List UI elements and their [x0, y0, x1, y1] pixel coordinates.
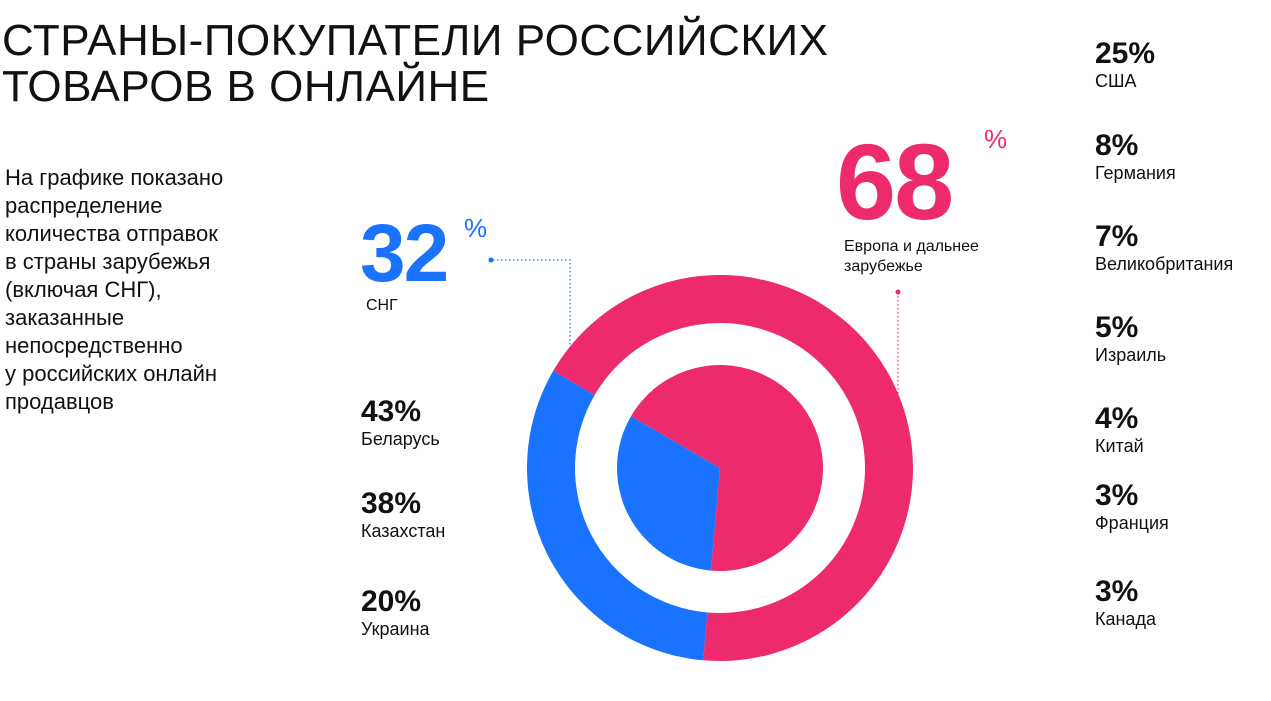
cis-share-value: 32 [360, 208, 449, 299]
far-country-value: 25% [1095, 37, 1156, 70]
far-country-value: 8% [1095, 129, 1139, 162]
far-country-value: 4% [1095, 402, 1139, 435]
far-country-name: Великобритания [1095, 254, 1234, 274]
far-country-stat: 4% Китай [1095, 403, 1144, 457]
far-share-label-line: зарубежье [844, 258, 923, 275]
far-country-stat: 5% Израиль [1095, 312, 1166, 366]
far-share-label-line: Европа и дальнее [844, 238, 979, 255]
far-pie-slice [630, 365, 823, 571]
description-line: продавцов [5, 389, 114, 414]
description-line: непосредственно [5, 333, 183, 358]
cis-country-value: 38% [361, 487, 422, 520]
description-line: (включая СНГ), [5, 277, 162, 302]
far-country-name: Франция [1095, 513, 1169, 533]
far-country-name: Канада [1095, 609, 1156, 629]
cis-share-label: СНГ [366, 297, 398, 314]
far-share: 68 % [836, 126, 1007, 236]
description-line: у российских онлайн [5, 361, 218, 386]
far-country-value: 7% [1095, 220, 1139, 253]
cis-share-unit: % [464, 213, 488, 243]
cis-country-value: 20% [361, 585, 422, 618]
title-line-1: СТРАНЫ-ПОКУПАТЕЛИ РОССИЙСКИХ [2, 16, 829, 65]
far-leader-dot [895, 289, 901, 295]
cis-country-stat: 38% Казахстан [361, 488, 445, 542]
cis-country-stat: 43% Беларусь [361, 396, 440, 450]
far-country-name: Китай [1095, 436, 1144, 456]
cis-leader-line [493, 259, 571, 350]
far-country-stat: 3% Франция [1095, 480, 1169, 534]
description-line: На графике показано [5, 165, 224, 190]
far-country-stat: 7% Великобритания [1095, 221, 1233, 275]
cis-pie-slice [617, 416, 720, 571]
far-share-value: 68 [836, 121, 954, 242]
description-line: в страны зарубежья [5, 249, 211, 274]
far-country-value: 5% [1095, 311, 1139, 344]
cis-country-name: Казахстан [361, 521, 446, 541]
cis-leader-dot [488, 257, 494, 263]
far-country-name: США [1095, 71, 1137, 91]
far-country-value: 3% [1095, 575, 1139, 608]
far-country-name: Израиль [1095, 345, 1167, 365]
far-country-value: 3% [1095, 479, 1139, 512]
cis-ring-segment [526, 370, 708, 661]
cis-country-stat: 20% Украина [361, 586, 430, 640]
title-line-2: ТОВАРОВ В ОНЛАЙНЕ [2, 62, 490, 111]
description-line: заказанные [5, 305, 125, 330]
cis-share: 32 % [360, 213, 487, 295]
page-title: СТРАНЫ-ПОКУПАТЕЛИ РОССИЙСКИХ ТОВАРОВ В О… [2, 18, 829, 110]
chart-description: На графике показано распределение количе… [5, 164, 305, 416]
cis-country-value: 43% [361, 395, 422, 428]
description-line: количества отправок [5, 221, 218, 246]
cis-country-name: Беларусь [361, 429, 440, 449]
far-country-stat: 25% США [1095, 38, 1155, 92]
far-share-label: Европа и дальнее зарубежье [844, 237, 1044, 277]
far-share-unit: % [984, 124, 1008, 154]
description-line: распределение [5, 193, 163, 218]
far-country-stat: 8% Германия [1095, 130, 1176, 184]
far-country-stat: 3% Канада [1095, 576, 1156, 630]
far-country-name: Германия [1095, 163, 1176, 183]
cis-country-name: Украина [361, 619, 430, 639]
